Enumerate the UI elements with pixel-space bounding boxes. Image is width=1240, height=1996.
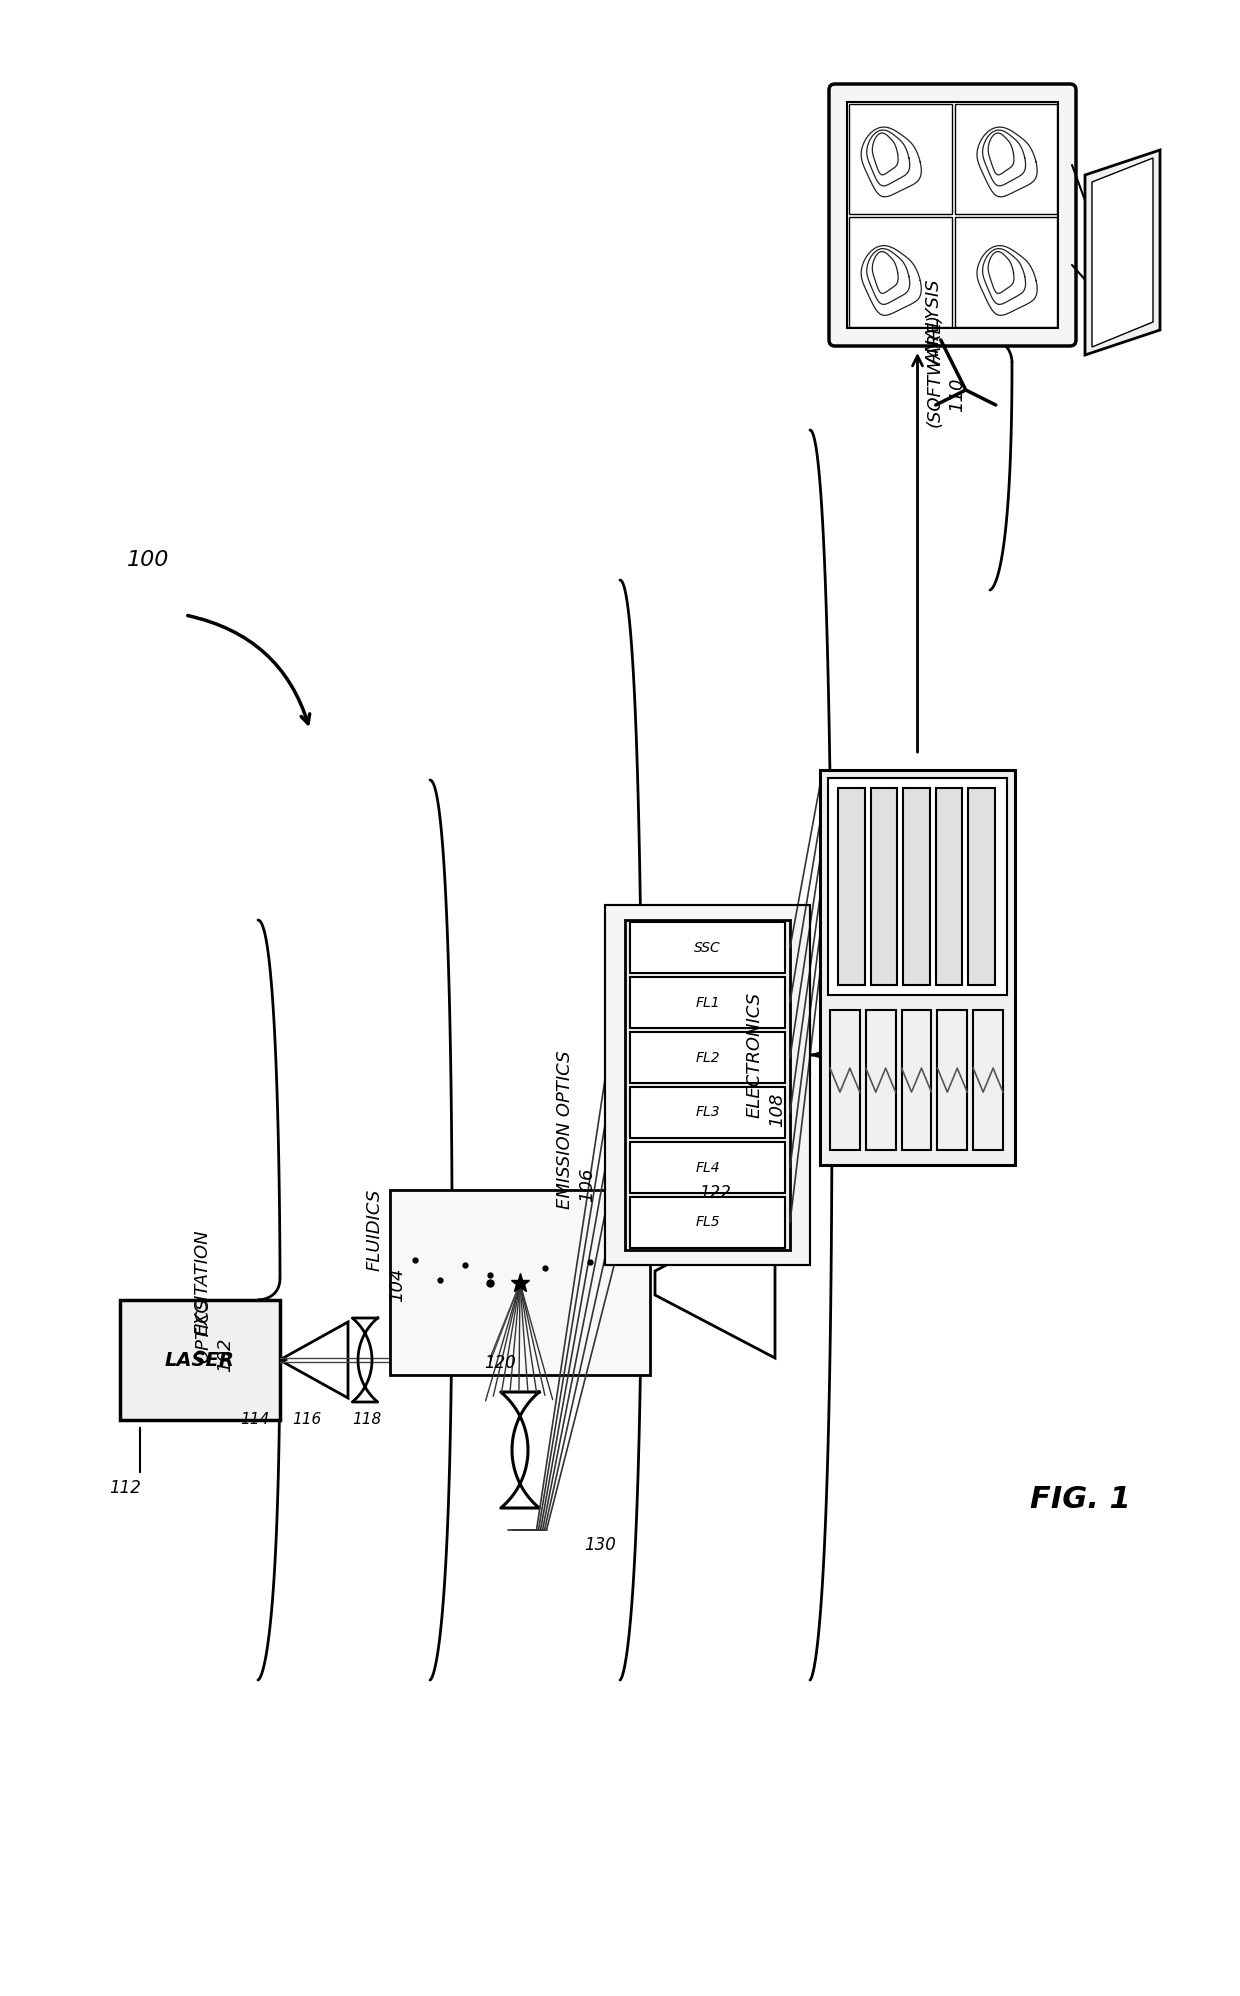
Bar	[849, 218, 951, 327]
Text: EMISSION OPTICS: EMISSION OPTICS	[556, 1050, 574, 1210]
Bar	[625, 920, 790, 1249]
Text: 104: 104	[388, 1267, 405, 1301]
Bar	[901, 1010, 931, 1150]
Bar	[830, 1010, 859, 1150]
Text: ANALYSIS: ANALYSIS	[926, 279, 944, 365]
Text: 102: 102	[216, 1337, 234, 1373]
Bar	[936, 788, 962, 986]
Bar	[630, 922, 785, 972]
Text: EXCITATION: EXCITATION	[193, 1230, 212, 1335]
Bar	[630, 1032, 785, 1084]
Bar	[870, 788, 898, 986]
Bar	[820, 770, 1016, 1166]
Polygon shape	[1092, 158, 1153, 347]
Text: 120: 120	[484, 1353, 516, 1371]
Text: FIG. 1: FIG. 1	[1029, 1485, 1131, 1515]
Text: FL3: FL3	[696, 1106, 719, 1120]
Bar	[630, 1088, 785, 1138]
Bar	[630, 1198, 785, 1248]
Text: 116: 116	[293, 1413, 321, 1427]
Bar	[866, 1010, 895, 1150]
Text: 106: 106	[578, 1168, 596, 1202]
Polygon shape	[1085, 150, 1159, 355]
Bar	[849, 104, 951, 214]
Bar	[955, 104, 1056, 214]
Text: 118: 118	[352, 1413, 382, 1427]
Text: LASER: LASER	[165, 1351, 234, 1369]
Bar	[973, 1010, 1003, 1150]
Text: 122: 122	[699, 1184, 730, 1202]
Text: ELECTRONICS: ELECTRONICS	[746, 992, 764, 1118]
Text: SSC: SSC	[694, 940, 720, 954]
Bar	[955, 218, 1056, 327]
Bar	[605, 904, 810, 1265]
Bar	[630, 1142, 785, 1194]
Text: FL1: FL1	[696, 996, 719, 1010]
Text: (SOFTWARE): (SOFTWARE)	[926, 313, 944, 427]
Bar	[120, 1299, 280, 1419]
Text: FL4: FL4	[696, 1160, 719, 1174]
Bar	[847, 102, 1058, 327]
Bar	[391, 1190, 650, 1375]
FancyBboxPatch shape	[830, 84, 1076, 345]
Bar	[630, 976, 785, 1028]
Bar	[903, 788, 930, 986]
Text: OPTICS: OPTICS	[193, 1297, 212, 1363]
Text: FL5: FL5	[696, 1216, 719, 1230]
Text: 100: 100	[126, 551, 169, 571]
Bar	[968, 788, 994, 986]
Bar	[605, 904, 810, 1265]
Text: FL2: FL2	[696, 1050, 719, 1064]
Text: 112: 112	[109, 1479, 141, 1497]
Bar	[937, 1010, 967, 1150]
Text: 108: 108	[768, 1092, 786, 1128]
Text: 110: 110	[949, 377, 966, 413]
Bar	[828, 778, 1007, 996]
Bar	[838, 788, 864, 986]
Text: 130: 130	[584, 1537, 616, 1555]
Text: FLUIDICS: FLUIDICS	[366, 1190, 384, 1271]
Text: 114: 114	[241, 1413, 269, 1427]
